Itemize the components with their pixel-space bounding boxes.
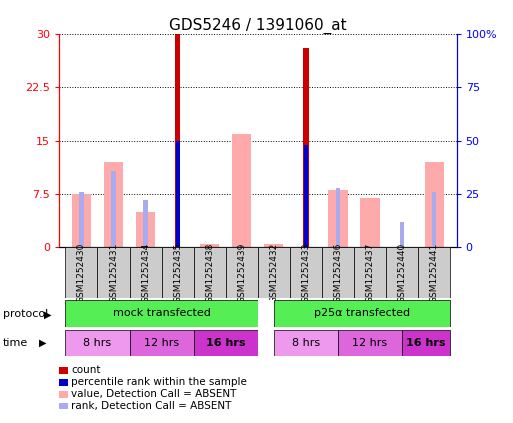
Text: ▶: ▶ bbox=[44, 309, 51, 319]
Bar bbox=[258, 300, 274, 327]
Bar bbox=[328, 190, 348, 247]
Bar bbox=[66, 247, 97, 298]
Text: 16 hrs: 16 hrs bbox=[206, 338, 245, 348]
Text: value, Detection Call = ABSENT: value, Detection Call = ABSENT bbox=[71, 389, 236, 399]
Bar bbox=[264, 244, 283, 247]
Bar bbox=[400, 222, 404, 247]
Text: p25α transfected: p25α transfected bbox=[314, 308, 410, 319]
Text: GSM1252432: GSM1252432 bbox=[269, 243, 279, 303]
Text: count: count bbox=[71, 365, 101, 375]
Bar bbox=[175, 141, 180, 247]
Bar bbox=[290, 247, 322, 298]
Bar bbox=[386, 247, 418, 298]
Text: GSM1252435: GSM1252435 bbox=[173, 243, 182, 303]
Bar bbox=[97, 247, 129, 298]
Bar bbox=[226, 247, 258, 298]
Bar bbox=[274, 330, 338, 356]
Bar bbox=[144, 201, 148, 247]
Text: ▶: ▶ bbox=[38, 338, 46, 348]
Text: GSM1252439: GSM1252439 bbox=[237, 243, 246, 303]
Text: GSM1252430: GSM1252430 bbox=[77, 243, 86, 303]
Bar bbox=[194, 330, 258, 356]
Title: GDS5246 / 1391060_at: GDS5246 / 1391060_at bbox=[169, 18, 347, 34]
Text: 12 hrs: 12 hrs bbox=[144, 338, 179, 348]
Bar bbox=[360, 198, 380, 247]
Bar bbox=[232, 134, 251, 247]
Bar bbox=[66, 330, 130, 356]
Text: GSM1252440: GSM1252440 bbox=[398, 243, 407, 303]
Bar bbox=[338, 330, 402, 356]
Bar bbox=[175, 34, 181, 247]
Bar bbox=[104, 162, 123, 247]
Bar bbox=[162, 247, 194, 298]
Bar bbox=[402, 330, 450, 356]
Text: GSM1252441: GSM1252441 bbox=[429, 243, 439, 303]
Text: percentile rank within the sample: percentile rank within the sample bbox=[71, 377, 247, 387]
Bar bbox=[258, 247, 290, 298]
Bar bbox=[130, 330, 194, 356]
Bar bbox=[322, 247, 354, 298]
Text: mock transfected: mock transfected bbox=[113, 308, 210, 319]
Bar bbox=[194, 247, 226, 298]
Bar bbox=[258, 330, 274, 356]
Bar bbox=[304, 145, 308, 247]
Text: GSM1252437: GSM1252437 bbox=[365, 243, 374, 303]
Text: 12 hrs: 12 hrs bbox=[352, 338, 387, 348]
Bar bbox=[274, 300, 450, 327]
Text: GSM1252438: GSM1252438 bbox=[205, 243, 214, 303]
Bar bbox=[72, 194, 91, 247]
Bar bbox=[432, 192, 436, 247]
Bar bbox=[303, 48, 308, 247]
Bar bbox=[418, 247, 450, 298]
Bar bbox=[80, 192, 84, 247]
Text: rank, Detection Call = ABSENT: rank, Detection Call = ABSENT bbox=[71, 401, 232, 411]
Bar bbox=[200, 244, 219, 247]
Text: GSM1252434: GSM1252434 bbox=[141, 243, 150, 303]
Bar bbox=[66, 300, 258, 327]
Text: GSM1252433: GSM1252433 bbox=[301, 243, 310, 303]
Text: 8 hrs: 8 hrs bbox=[292, 338, 320, 348]
Text: GSM1252436: GSM1252436 bbox=[333, 243, 343, 303]
Bar bbox=[424, 162, 444, 247]
Text: time: time bbox=[3, 338, 28, 348]
Bar bbox=[136, 212, 155, 247]
Bar bbox=[111, 170, 115, 247]
Bar bbox=[336, 188, 340, 247]
Text: GSM1252431: GSM1252431 bbox=[109, 243, 118, 303]
Bar bbox=[130, 247, 162, 298]
Text: protocol: protocol bbox=[3, 309, 48, 319]
Text: 16 hrs: 16 hrs bbox=[406, 338, 446, 348]
Text: 8 hrs: 8 hrs bbox=[84, 338, 111, 348]
Bar bbox=[354, 247, 386, 298]
